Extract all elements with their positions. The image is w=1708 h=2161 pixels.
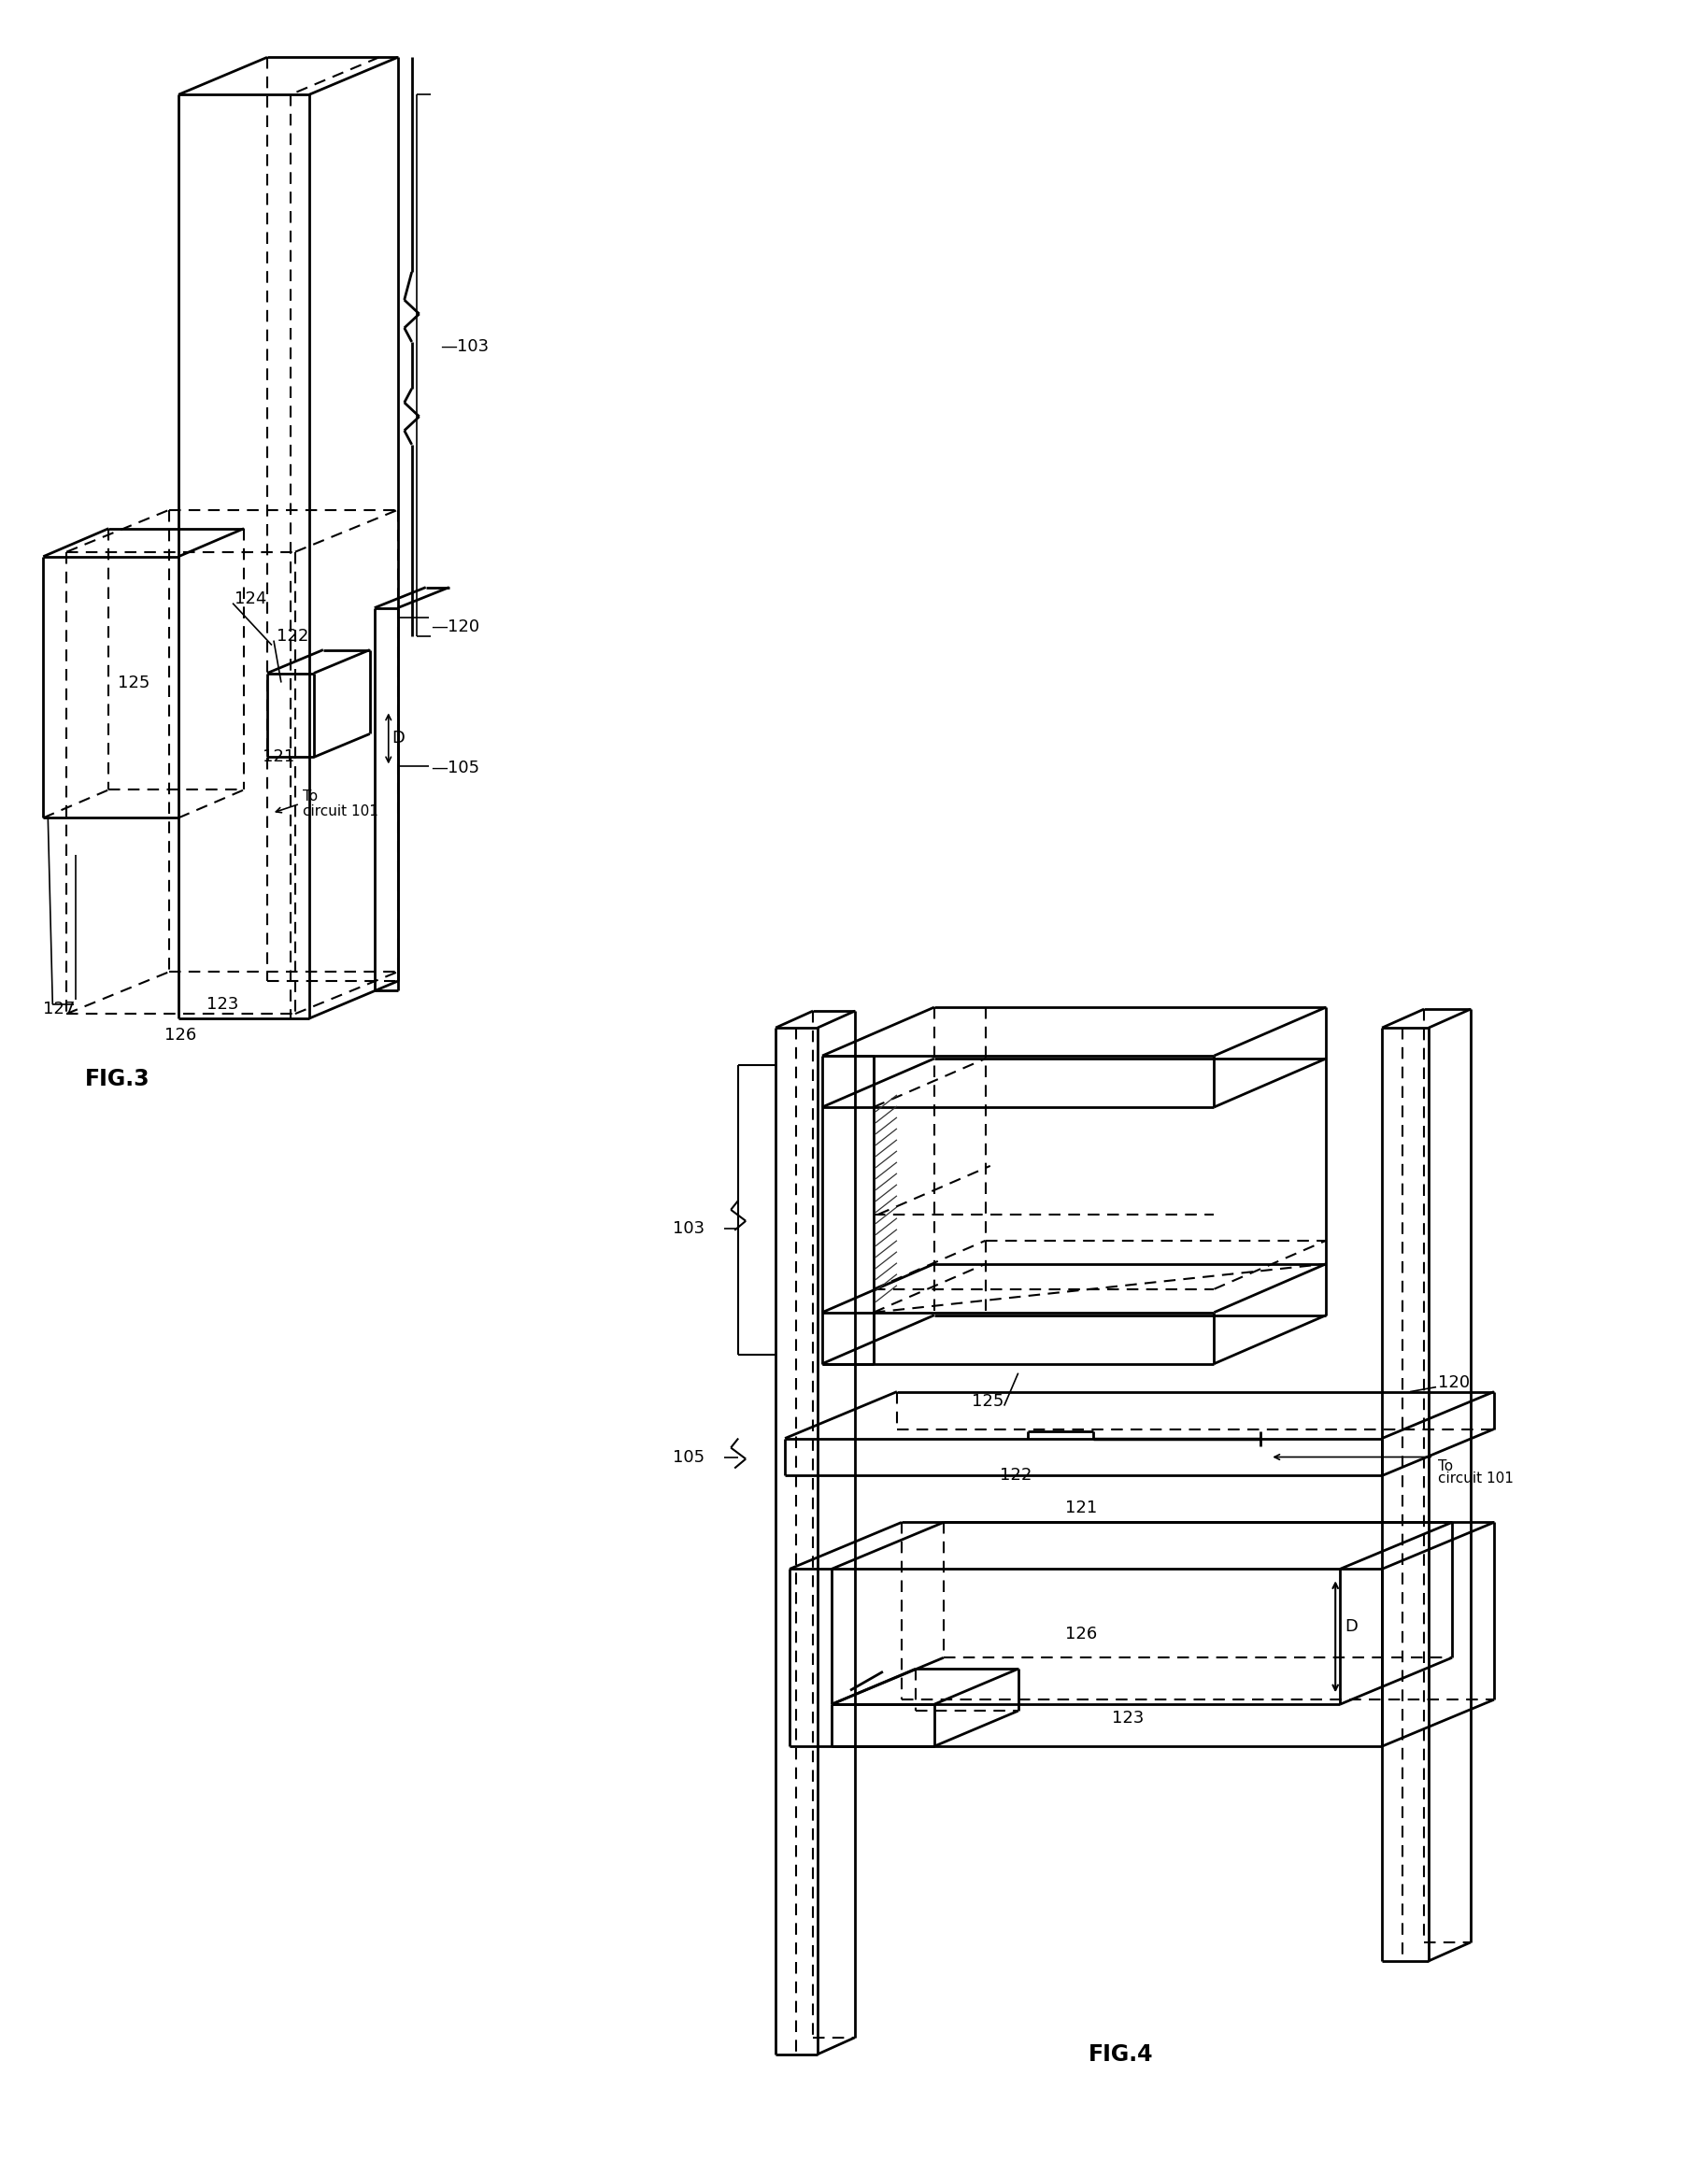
Text: 123: 123 [207,996,239,1014]
Text: 127: 127 [43,1001,75,1018]
Text: 103: 103 [673,1221,705,1236]
Text: —120: —120 [430,618,480,635]
Text: 120: 120 [1438,1374,1471,1392]
Text: circuit 101: circuit 101 [302,804,377,819]
Text: —105: —105 [430,761,480,776]
Text: 122: 122 [999,1467,1032,1485]
Text: 126: 126 [1064,1625,1097,1642]
Text: To: To [302,789,318,804]
Text: D: D [391,730,405,748]
Text: FIG.3: FIG.3 [85,1068,150,1091]
Text: 124: 124 [234,590,266,607]
Text: 125: 125 [118,674,150,692]
Text: —103: —103 [439,337,488,354]
Text: 105: 105 [673,1448,705,1465]
Text: D: D [1344,1619,1358,1636]
Text: 122: 122 [277,627,309,644]
Text: 121: 121 [263,748,294,765]
Text: 123: 123 [1112,1709,1144,1727]
Text: FIG.4: FIG.4 [1088,2042,1153,2066]
Text: 121: 121 [1064,1500,1097,1517]
Text: 126: 126 [164,1026,196,1044]
Text: circuit 101: circuit 101 [1438,1472,1513,1485]
Text: 125: 125 [972,1392,1004,1409]
Text: To: To [1438,1459,1454,1474]
